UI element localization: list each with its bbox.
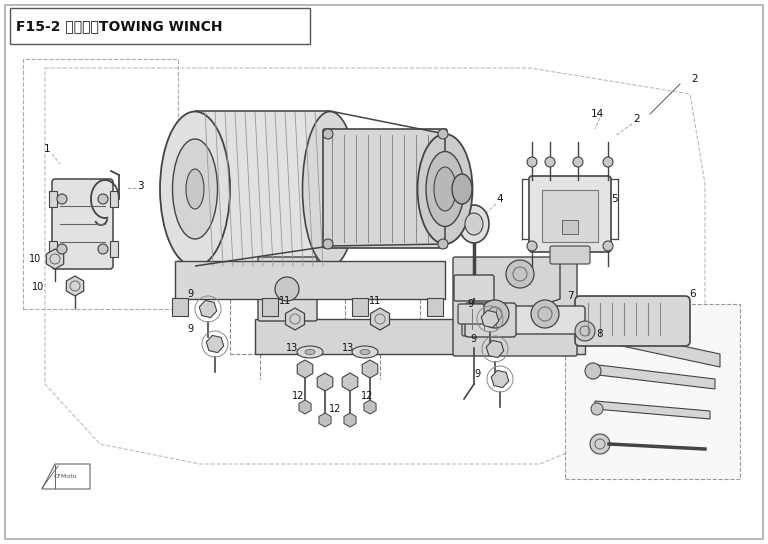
Text: 9: 9 — [467, 299, 473, 309]
Polygon shape — [195, 111, 330, 266]
Ellipse shape — [426, 151, 464, 226]
Text: 2: 2 — [692, 74, 698, 84]
Circle shape — [531, 300, 559, 328]
Circle shape — [527, 241, 537, 251]
Polygon shape — [595, 401, 710, 419]
Text: 9: 9 — [187, 324, 193, 334]
Ellipse shape — [303, 112, 357, 267]
Text: 12: 12 — [329, 404, 341, 414]
Text: 13: 13 — [286, 343, 298, 353]
FancyBboxPatch shape — [454, 275, 494, 301]
Ellipse shape — [160, 112, 230, 267]
Circle shape — [57, 244, 67, 254]
Bar — [542, 190, 598, 242]
Circle shape — [98, 194, 108, 204]
Circle shape — [585, 363, 601, 379]
Bar — [49, 191, 57, 207]
Text: 8: 8 — [597, 329, 604, 339]
Text: 12: 12 — [361, 391, 373, 401]
Bar — [172, 298, 188, 316]
Circle shape — [603, 157, 613, 167]
Circle shape — [527, 157, 537, 167]
Circle shape — [603, 241, 613, 251]
Bar — [352, 298, 368, 316]
Bar — [110, 241, 118, 257]
Text: 12: 12 — [292, 391, 304, 401]
FancyBboxPatch shape — [458, 304, 484, 324]
Text: 9: 9 — [187, 289, 193, 299]
Circle shape — [323, 129, 333, 139]
Circle shape — [545, 157, 555, 167]
FancyBboxPatch shape — [323, 129, 447, 248]
Circle shape — [57, 194, 67, 204]
Ellipse shape — [297, 346, 323, 358]
FancyBboxPatch shape — [255, 319, 585, 354]
FancyBboxPatch shape — [529, 176, 611, 252]
FancyBboxPatch shape — [258, 257, 317, 321]
Text: 2: 2 — [634, 114, 641, 124]
Text: F15-2 绩盘总成TOWING WINCH: F15-2 绩盘总成TOWING WINCH — [16, 19, 223, 33]
Ellipse shape — [434, 167, 456, 211]
Ellipse shape — [186, 169, 204, 209]
Circle shape — [438, 239, 448, 249]
Ellipse shape — [418, 134, 472, 244]
Bar — [262, 298, 278, 316]
Bar — [110, 191, 118, 207]
Polygon shape — [590, 364, 715, 389]
Ellipse shape — [305, 349, 315, 355]
Circle shape — [98, 244, 108, 254]
Ellipse shape — [173, 139, 217, 239]
Text: 1: 1 — [44, 144, 51, 154]
FancyBboxPatch shape — [550, 246, 590, 264]
Circle shape — [575, 321, 595, 341]
Text: 14: 14 — [591, 109, 604, 119]
Text: 10: 10 — [32, 282, 44, 292]
Bar — [23, 59, 178, 309]
Bar — [562, 220, 578, 234]
Circle shape — [590, 434, 610, 454]
Circle shape — [573, 157, 583, 167]
FancyBboxPatch shape — [462, 318, 486, 336]
FancyBboxPatch shape — [52, 179, 113, 269]
Bar — [49, 241, 57, 257]
Ellipse shape — [360, 349, 370, 355]
Ellipse shape — [465, 213, 483, 235]
Text: 5: 5 — [611, 194, 618, 204]
Text: 6: 6 — [690, 289, 697, 299]
Polygon shape — [580, 324, 720, 367]
Bar — [427, 298, 443, 316]
Circle shape — [323, 239, 333, 249]
Text: 4: 4 — [497, 194, 503, 204]
Text: CFMoto: CFMoto — [53, 474, 77, 479]
Bar — [565, 304, 740, 479]
FancyBboxPatch shape — [575, 296, 690, 346]
Ellipse shape — [352, 346, 378, 358]
Ellipse shape — [459, 205, 489, 243]
Circle shape — [506, 260, 534, 288]
FancyBboxPatch shape — [453, 257, 577, 356]
Text: 3: 3 — [137, 181, 144, 191]
Text: 11: 11 — [369, 296, 381, 306]
Circle shape — [438, 129, 448, 139]
Text: 7: 7 — [567, 291, 574, 301]
Bar — [10, 8, 310, 44]
FancyBboxPatch shape — [465, 303, 516, 337]
FancyBboxPatch shape — [507, 306, 585, 334]
Ellipse shape — [452, 174, 472, 204]
Circle shape — [275, 277, 299, 301]
Text: 13: 13 — [342, 343, 354, 353]
Text: 10: 10 — [29, 254, 41, 264]
Text: 9: 9 — [470, 334, 476, 344]
Text: 11: 11 — [279, 296, 291, 306]
Text: 9: 9 — [474, 369, 480, 379]
FancyBboxPatch shape — [175, 261, 445, 299]
Circle shape — [481, 300, 509, 328]
Circle shape — [591, 403, 603, 415]
